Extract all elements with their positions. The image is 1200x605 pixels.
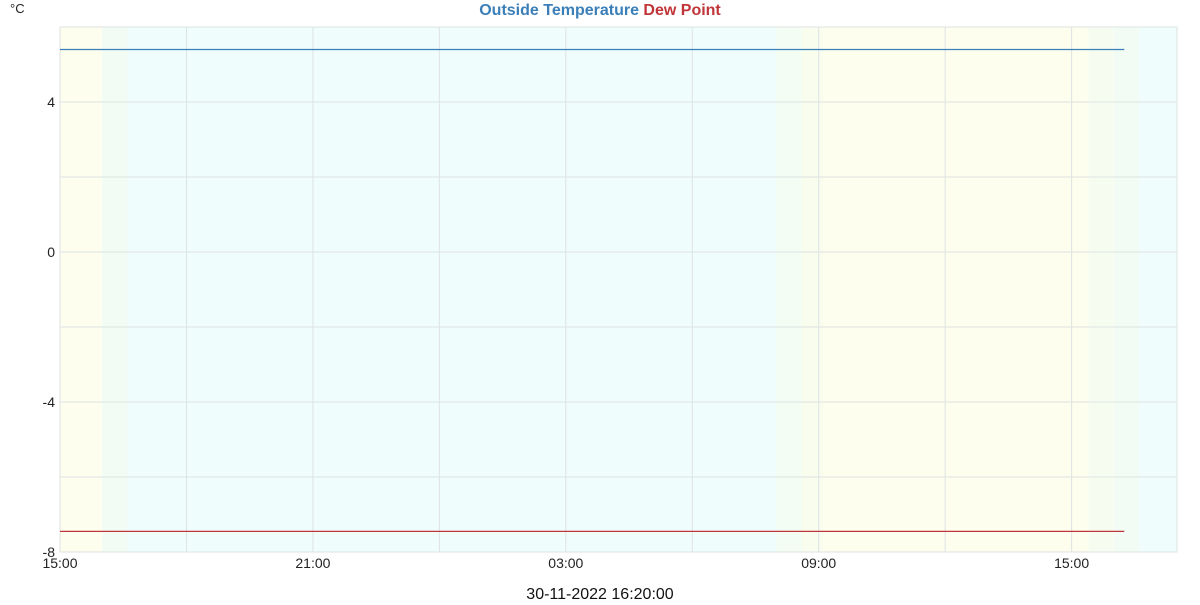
background-band [1139,27,1177,552]
background-band [1088,27,1114,552]
grid-lines [59,26,1177,553]
background-band [1113,27,1140,552]
background-bands [60,27,1177,552]
y-axis-label: °C [10,1,25,16]
background-band [801,27,823,552]
background-band [127,27,777,552]
x-tick-labels: 15:00 21:00 03:00 09:00 15:00 [42,555,1089,571]
title-dew-point: Dew Point [643,2,721,19]
x-tick-label: 03:00 [548,555,583,571]
x-tick-label: 09:00 [801,555,836,571]
chart-title: Outside Temperature Dew Point [479,2,721,19]
x-tick-label: 21:00 [295,555,330,571]
y-tick-label: -4 [43,394,56,410]
y-tick-labels: 4 0 -4 -8 [43,94,56,560]
title-outside-temperature: Outside Temperature [479,2,639,19]
x-tick-label: 15:00 [42,555,77,571]
x-tick-label: 15:00 [1054,555,1089,571]
y-tick-label: 0 [47,244,55,260]
x-axis-label: 30-11-2022 16:20:00 [526,586,673,600]
y-tick-label: -8 [43,544,56,560]
background-band [60,27,103,552]
background-band [102,27,128,552]
y-tick-label: 4 [47,94,55,110]
series-lines [60,48,1125,532]
background-band [822,27,1089,552]
background-band [776,27,802,552]
plot-frame [59,26,1178,553]
